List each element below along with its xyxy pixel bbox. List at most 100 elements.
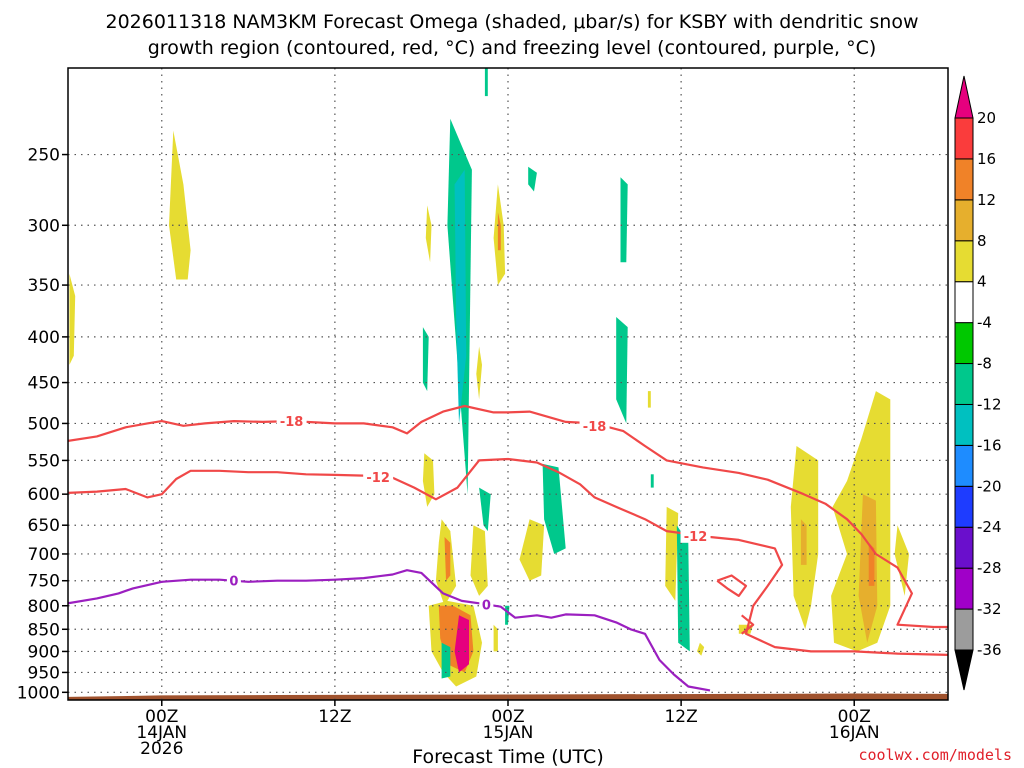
omega-region (650, 474, 654, 488)
contour-label-background (363, 469, 394, 484)
colorbar-level-label: -20 (977, 477, 1002, 495)
colorbar-band (954, 567, 974, 610)
colorbar-level-label: -12 (977, 395, 1002, 413)
colorbar-band (954, 526, 974, 569)
contour-label: -12 (684, 530, 708, 545)
y-axis-tick-label: 350 (28, 276, 60, 296)
y-axis-tick-label: 450 (28, 374, 60, 394)
contour-label: -18 (280, 415, 304, 430)
omega-region (620, 177, 628, 263)
credit-link[interactable]: coolwx.com/models (858, 746, 1012, 764)
freezing-level-contour (68, 569, 711, 692)
colorbar-level-label: 4 (977, 273, 987, 291)
contour-label-background (680, 528, 711, 543)
colorbar-level-label: 8 (977, 232, 987, 250)
x-axis-tick-label: 00Z (145, 707, 178, 727)
colorbar-level-label: -32 (977, 600, 1002, 618)
y-axis: 2503003504004505005506006507007508008509… (17, 146, 68, 703)
omega-region (476, 346, 482, 400)
dendritic-contour-line (716, 574, 748, 597)
omega-region (441, 642, 451, 679)
y-axis-tick-label: 400 (28, 328, 60, 348)
contour-label-background (579, 418, 610, 433)
omega-region (69, 273, 76, 365)
omega-region (800, 519, 807, 565)
y-axis-tick-label: 650 (28, 516, 60, 536)
omega-region (616, 317, 628, 424)
omega-region (868, 542, 875, 586)
y-axis-tick-label: 550 (28, 451, 60, 471)
omega-region (831, 391, 891, 652)
omega-region (422, 327, 429, 392)
colorbar-level-label: -36 (977, 641, 1002, 659)
y-axis-tick-label: 1000 (17, 683, 60, 703)
omega-region (425, 205, 432, 263)
dendritic-contour-line (68, 404, 948, 629)
contour-label-background (226, 573, 241, 588)
omega-region (528, 166, 537, 192)
y-axis-tick-label: 500 (28, 414, 60, 434)
omega-region (505, 605, 510, 625)
colorbar-level-label: -4 (977, 314, 992, 332)
omega-region (422, 453, 435, 507)
dendritic-contour-line (68, 457, 948, 656)
omega-region (647, 391, 651, 408)
plot-clipped-layer: -18 -18 -12 -12 0 0 (68, 68, 948, 700)
colorbar-band (954, 444, 974, 487)
y-axis-tick-label: 750 (28, 572, 60, 592)
x-axis-tick-label: 00Z (838, 707, 871, 727)
x-axis-tick-label: 16JAN (829, 723, 880, 743)
contour-label: 0 (229, 575, 238, 590)
colorbar-band (954, 240, 974, 283)
contour-label-background (276, 414, 307, 429)
ground-terrain (68, 693, 948, 700)
colorbar-band (954, 485, 974, 528)
omega-region (169, 130, 191, 280)
y-axis-tick-label: 950 (28, 663, 60, 683)
omega-region (470, 525, 488, 596)
colorbar-legend: -36 -32 -28 -24 -20 -16 -12 -8 -4 4 8 12 16 20 (954, 75, 1002, 691)
contour-label: 0 (482, 598, 491, 613)
omega-region (697, 642, 705, 656)
colorbar-level-label: 12 (977, 191, 996, 209)
y-axis-tick-label: 900 (28, 642, 60, 662)
y-axis-tick-label: 800 (28, 597, 60, 617)
contour-label-background (479, 597, 494, 612)
colorbar-level-label: -28 (977, 559, 1002, 577)
dendritic-contour-line (741, 614, 755, 635)
omega-region (493, 624, 498, 652)
colorbar-level-label: 20 (977, 109, 996, 127)
colorbar-band (954, 608, 974, 651)
x-axis-tick-label: 14JAN (136, 723, 187, 743)
contour-label: -12 (366, 471, 390, 486)
omega-region (454, 169, 467, 424)
colorbar-level-label: -24 (977, 518, 1002, 536)
omega-region (484, 68, 488, 97)
x-axis-tick-label: 00Z (491, 707, 524, 727)
omega-region (676, 525, 690, 652)
y-axis-tick-label: 700 (28, 545, 60, 565)
omega-region (858, 494, 878, 643)
omega-region (542, 463, 566, 554)
y-axis-tick-label: 250 (28, 146, 60, 166)
contour-label: -18 (583, 420, 607, 435)
omega-region (894, 525, 909, 596)
omega-region (479, 487, 491, 532)
colorbar-band (954, 363, 974, 405)
chart-title-line-1: 2026011318 NAM3KM Forecast Omega (shaded… (105, 11, 918, 33)
plot-area: -18 -18 -12 -12 0 0 (67, 67, 949, 701)
colorbar-band (954, 158, 974, 201)
colorbar-level-label: 16 (977, 150, 996, 168)
colorbar-band (954, 281, 974, 324)
colorbar-upper-triangle (954, 75, 974, 119)
colorbar-band (954, 322, 974, 365)
omega-region (444, 537, 451, 581)
colorbar-level-label: -8 (977, 355, 992, 373)
colorbar-band (954, 199, 974, 242)
colorbar-band (954, 403, 974, 446)
y-axis-tick-label: 850 (28, 620, 60, 640)
y-axis-tick-label: 600 (28, 485, 60, 505)
omega-region (497, 212, 501, 251)
